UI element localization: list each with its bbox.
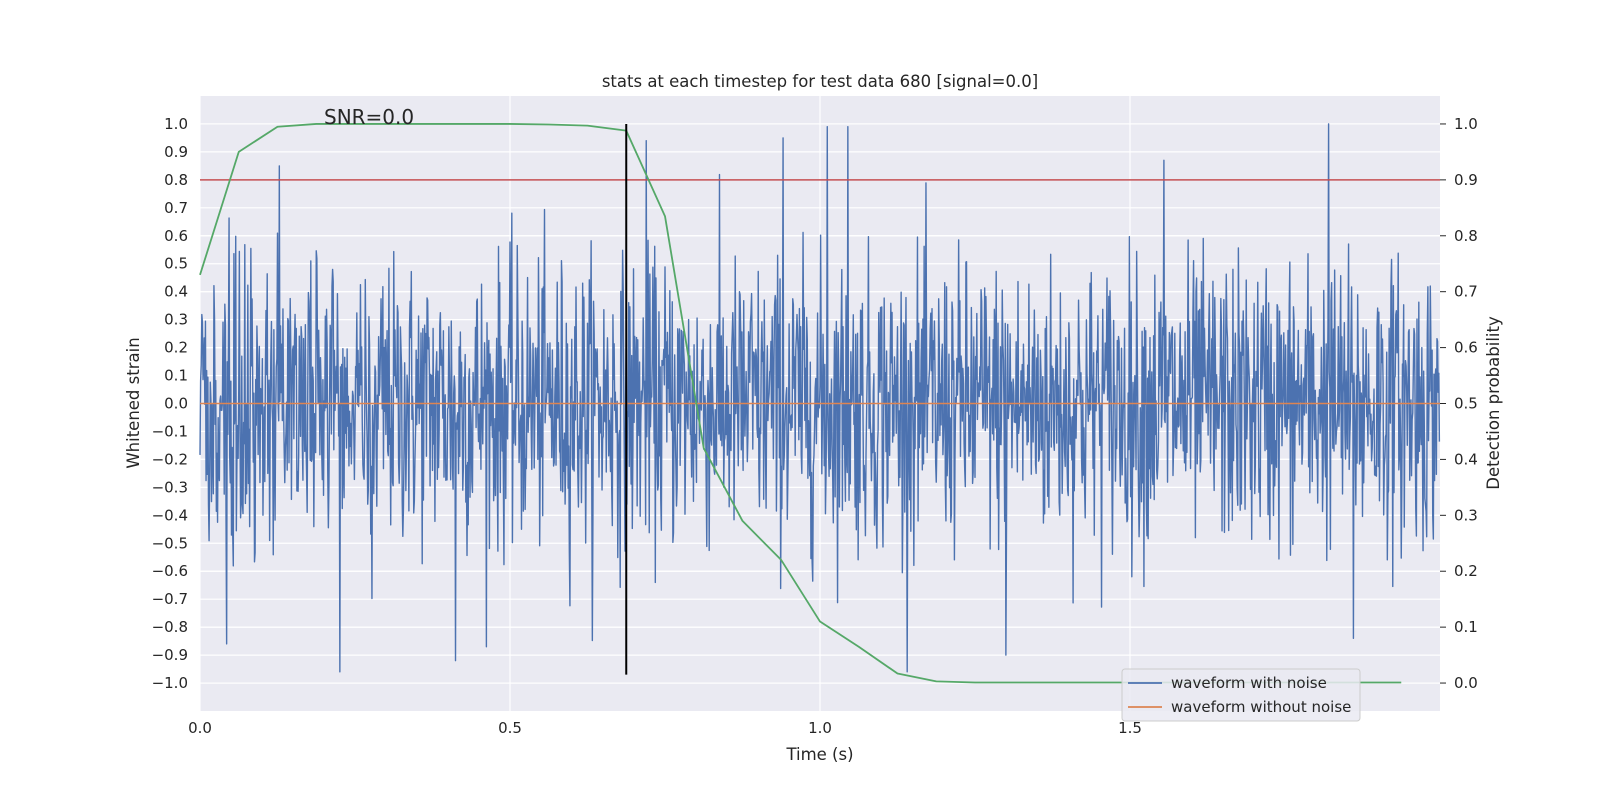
legend-label-clean: waveform without noise — [1171, 698, 1351, 716]
y2-tick-label: 0.6 — [1454, 339, 1478, 357]
y2-axis-label: Detection probability — [1484, 316, 1503, 490]
y-tick-label: −0.8 — [152, 618, 188, 636]
y-tick-label: −0.1 — [152, 422, 188, 440]
bottom-axis-ticks: 0.0 0.5 1.0 1.5 — [188, 719, 1142, 737]
y-tick-label: −0.6 — [152, 562, 188, 580]
y-tick-label: 0.4 — [164, 283, 188, 301]
y-tick-label: −0.9 — [152, 646, 188, 664]
y-axis-label: Whitened strain — [124, 337, 143, 468]
legend: waveform with noise waveform without noi… — [1121, 668, 1361, 722]
x-tick-label: 1.5 — [1118, 719, 1142, 737]
y2-tick-label: 0.3 — [1454, 506, 1478, 524]
y-tick-label: −0.4 — [152, 506, 188, 524]
x-tick-label: 1.0 — [808, 719, 832, 737]
y-tick-label: 0.8 — [164, 171, 188, 189]
y-tick-label: 0.9 — [164, 143, 188, 161]
x-tick-label: 0.5 — [498, 719, 522, 737]
y-tick-label: 1.0 — [164, 115, 188, 133]
x-tick-label: 0.0 — [188, 719, 212, 737]
x-axis-label: Time (s) — [785, 745, 853, 764]
y2-tick-label: 0.9 — [1454, 171, 1478, 189]
y2-tick-label: 0.8 — [1454, 227, 1478, 245]
left-axis-ticks: 1.0 0.9 0.8 0.7 0.6 0.5 0.4 0.3 0.2 0.1 0.0 −0.1 −0.… — [152, 115, 188, 692]
series-waveform-with-noise — [199, 123, 1441, 673]
y2-tick-label: 1.0 — [1454, 115, 1478, 133]
right-axis-ticks: 1.0 0.9 0.8 0.7 0.6 0.5 0.4 0.3 0.2 0.1 0.0 — [1440, 115, 1478, 692]
y-tick-label: 0.2 — [164, 339, 188, 357]
y-tick-label: 0.5 — [164, 255, 188, 273]
y-tick-label: 0.7 — [164, 199, 188, 217]
legend-label-noise: waveform with noise — [1171, 674, 1327, 692]
y2-tick-label: 0.2 — [1454, 562, 1478, 580]
y-tick-label: −0.5 — [152, 534, 188, 552]
y2-tick-label: 0.4 — [1454, 450, 1478, 468]
y-tick-label: 0.6 — [164, 227, 188, 245]
y-tick-label: 0.3 — [164, 311, 188, 329]
y-tick-label: −1.0 — [152, 674, 188, 692]
y-tick-label: 0.1 — [164, 367, 188, 385]
y-tick-label: −0.7 — [152, 590, 188, 608]
series-layer — [199, 123, 1441, 673]
legend-box — [1121, 668, 1361, 722]
chart-title: stats at each timestep for test data 680… — [602, 72, 1038, 91]
y-tick-label: −0.2 — [152, 450, 188, 468]
y2-tick-label: 0.7 — [1454, 283, 1478, 301]
y-tick-label: 0.0 — [164, 395, 188, 413]
y-tick-label: −0.3 — [152, 478, 188, 496]
y2-tick-label: 0.0 — [1454, 674, 1478, 692]
y2-tick-label: 0.5 — [1454, 395, 1478, 413]
snr-annotation: SNR=0.0 — [324, 105, 414, 129]
y2-tick-label: 0.1 — [1454, 618, 1478, 636]
